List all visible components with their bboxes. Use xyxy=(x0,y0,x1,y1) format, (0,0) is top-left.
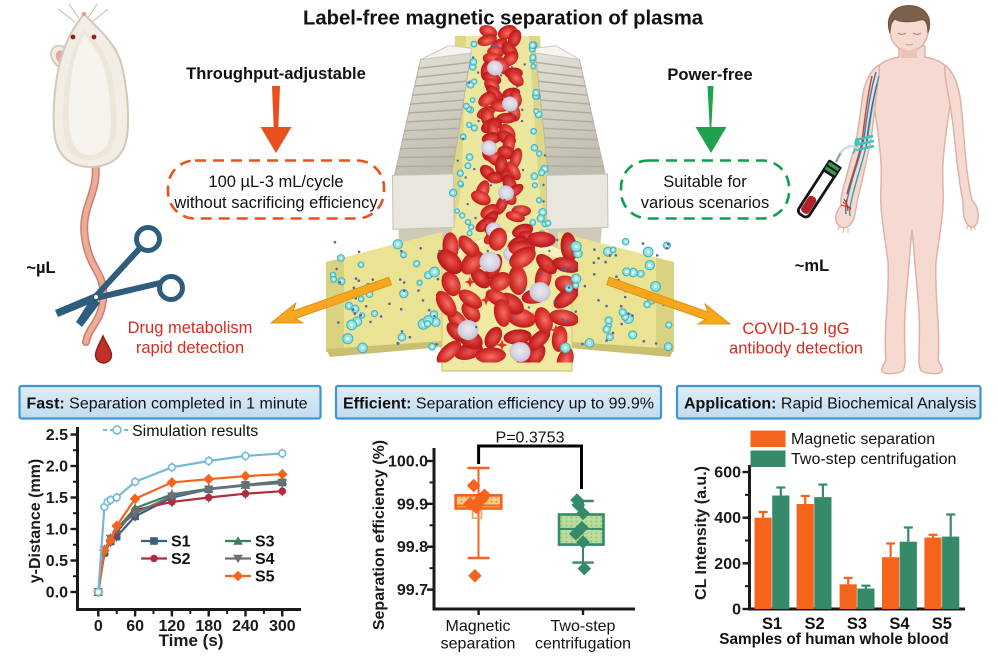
svg-text:99.8: 99.8 xyxy=(397,539,428,556)
svg-text:99.7: 99.7 xyxy=(397,582,428,599)
svg-text:S5: S5 xyxy=(932,615,952,633)
svg-text:Suitable for: Suitable for xyxy=(663,173,747,191)
svg-text:2.0: 2.0 xyxy=(46,459,68,476)
svg-text:rapid detection: rapid detection xyxy=(136,339,244,357)
svg-text:600: 600 xyxy=(714,465,741,482)
svg-text:Simulation results: Simulation results xyxy=(132,423,258,440)
svg-text:S4: S4 xyxy=(889,615,910,633)
svg-text:Magnetic separation: Magnetic separation xyxy=(791,431,935,448)
svg-text:P=0.3753: P=0.3753 xyxy=(496,430,565,447)
svg-text:S3: S3 xyxy=(255,534,275,551)
svg-text:1.0: 1.0 xyxy=(46,522,68,539)
svg-text:S3: S3 xyxy=(847,615,867,633)
svg-text:separation: separation xyxy=(441,636,516,653)
svg-text:0: 0 xyxy=(94,618,103,635)
svg-text:Time (s): Time (s) xyxy=(159,631,224,650)
svg-text:Magnetic: Magnetic xyxy=(446,618,511,635)
svg-text:~mL: ~mL xyxy=(795,257,829,275)
svg-text:S1: S1 xyxy=(762,615,782,633)
svg-text:2.5: 2.5 xyxy=(46,427,68,444)
svg-text:1.5: 1.5 xyxy=(46,490,68,507)
svg-text:Two-step centrifugation: Two-step centrifugation xyxy=(791,451,956,468)
svg-text:S5: S5 xyxy=(255,569,275,586)
svg-text:0.0: 0.0 xyxy=(46,585,68,602)
svg-text:S2: S2 xyxy=(171,551,191,568)
svg-text:100.0: 100.0 xyxy=(388,454,428,471)
svg-text:240: 240 xyxy=(232,618,259,635)
svg-text:CL Intensity (a.u.): CL Intensity (a.u.) xyxy=(693,466,710,600)
svg-text:Label-free magnetic separation: Label-free magnetic separation of plasma xyxy=(303,8,704,30)
svg-text:COVID-19 IgG: COVID-19 IgG xyxy=(742,320,849,338)
svg-text:300: 300 xyxy=(269,618,296,635)
svg-text:0.5: 0.5 xyxy=(46,553,68,570)
svg-text:without sacrificing efficiency: without sacrificing efficiency xyxy=(173,194,378,212)
svg-text:100 µL-3 mL/cycle: 100 µL-3 mL/cycle xyxy=(208,173,343,191)
svg-text:Fast: Separation completed in: Fast: Separation completed in 1 minute xyxy=(27,396,308,413)
svg-text:~µL: ~µL xyxy=(26,259,55,277)
svg-text:Separation efficiency (%): Separation efficiency (%) xyxy=(371,440,388,630)
svg-text:60: 60 xyxy=(126,618,144,635)
svg-text:200: 200 xyxy=(714,556,741,573)
svg-text:S1: S1 xyxy=(171,534,191,551)
svg-text:various scenarios: various scenarios xyxy=(641,194,769,212)
svg-text:400: 400 xyxy=(714,510,741,527)
svg-text:Throughput-adjustable: Throughput-adjustable xyxy=(186,65,366,83)
svg-text:Two-step: Two-step xyxy=(551,618,616,635)
svg-text:180: 180 xyxy=(195,618,222,635)
svg-text:antibody detection: antibody detection xyxy=(729,340,863,358)
svg-text:Application: Rapid Biochemical: Application: Rapid Biochemical Analysis xyxy=(684,396,977,413)
svg-text:S2: S2 xyxy=(804,615,824,633)
svg-text:0: 0 xyxy=(732,602,741,619)
svg-text:Efficient: Separation efficien: Efficient: Separation efficiency up to 9… xyxy=(343,396,654,413)
svg-text:y-Distance (mm): y-Distance (mm) xyxy=(27,459,44,583)
svg-text:Drug metabolism: Drug metabolism xyxy=(128,319,253,337)
svg-text:Samples of human whole blood: Samples of human whole blood xyxy=(719,631,948,648)
svg-text:120: 120 xyxy=(159,618,186,635)
svg-text:Power-free: Power-free xyxy=(667,66,752,84)
svg-text:centrifugation: centrifugation xyxy=(535,636,631,653)
svg-text:S4: S4 xyxy=(255,551,275,568)
svg-text:99.9: 99.9 xyxy=(397,496,428,513)
